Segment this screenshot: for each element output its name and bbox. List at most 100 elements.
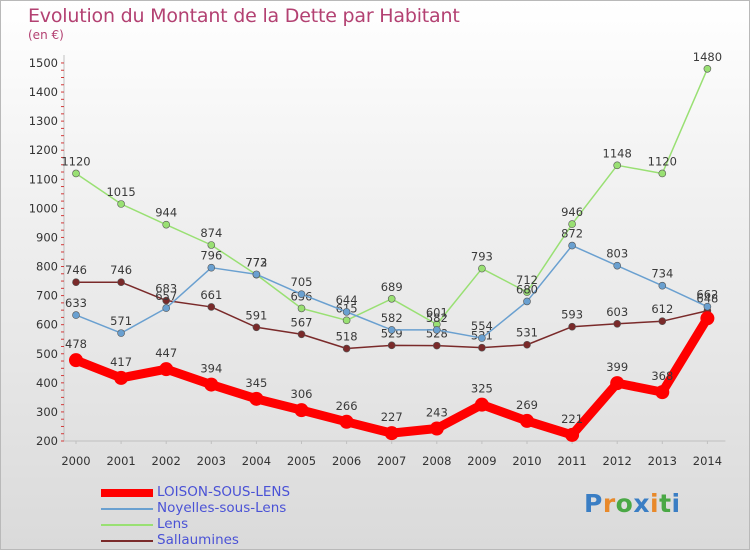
y-minor-tick — [61, 229, 64, 231]
data-label: 1015 — [106, 185, 135, 199]
data-point-2 — [162, 220, 170, 229]
y-minor-tick — [61, 433, 64, 435]
x-tick-label: 2000 — [61, 454, 90, 468]
data-point-3 — [658, 317, 667, 325]
data-point-0 — [294, 403, 309, 418]
y-tick-label: 400 — [36, 376, 58, 390]
data-label: 644 — [336, 293, 358, 307]
y-tick-label: 800 — [36, 260, 58, 274]
legend-label: Noyelles-sous-Lens — [157, 500, 287, 516]
y-tick-label: 1100 — [29, 172, 58, 186]
data-label: 661 — [200, 288, 222, 302]
x-tick-label: 2003 — [197, 454, 226, 468]
y-tick-label: 1300 — [29, 114, 58, 128]
logo-letter: i — [671, 489, 681, 518]
data-point-2 — [568, 220, 576, 228]
data-label: 773 — [245, 255, 267, 269]
data-point-3 — [117, 278, 125, 287]
y-minor-tick — [61, 113, 64, 115]
y-minor-tick — [61, 440, 64, 442]
data-point-0 — [520, 413, 534, 428]
data-label: 612 — [651, 302, 673, 316]
data-label: 734 — [651, 267, 673, 281]
y-minor-tick — [61, 316, 64, 318]
data-label: 648 — [696, 292, 718, 306]
data-label: 683 — [155, 282, 177, 296]
logo-letter: r — [602, 489, 616, 518]
chart-unit: (en €) — [28, 28, 64, 42]
data-point-0 — [204, 377, 219, 392]
data-label: 712 — [516, 273, 538, 287]
y-minor-tick — [61, 164, 64, 166]
data-point-2 — [297, 304, 306, 313]
x-tick-label: 2001 — [106, 454, 135, 468]
legend-label: Lens — [157, 516, 189, 532]
y-minor-tick — [61, 106, 64, 108]
data-point-2 — [387, 294, 396, 303]
data-label: 603 — [606, 305, 628, 319]
y-tick-label: 200 — [36, 434, 58, 448]
legend-label: Sallaumines — [157, 532, 239, 548]
data-point-3 — [342, 344, 351, 353]
chart-title: Evolution du Montant de la Dette par Hab… — [28, 5, 460, 27]
data-point-1 — [297, 290, 306, 298]
y-minor-tick — [61, 404, 64, 406]
data-point-0 — [339, 414, 354, 429]
x-tick-label: 2002 — [152, 454, 181, 468]
data-point-1 — [342, 308, 351, 316]
x-tick-label: 2009 — [467, 454, 496, 468]
y-minor-tick — [61, 222, 64, 224]
y-minor-tick — [61, 244, 64, 246]
data-label: 593 — [561, 308, 583, 322]
data-point-2 — [703, 64, 712, 73]
y-minor-tick — [61, 149, 64, 151]
legend-label: LOISON-SOUS-LENS — [157, 484, 291, 500]
data-point-3 — [72, 278, 80, 287]
y-minor-tick — [61, 273, 64, 275]
data-label: 874 — [200, 226, 222, 240]
y-minor-tick — [61, 411, 64, 413]
y-minor-tick — [61, 331, 64, 333]
data-label: 227 — [381, 410, 403, 424]
data-label: 368 — [651, 369, 673, 383]
data-point-0 — [159, 362, 174, 377]
y-minor-tick — [61, 91, 64, 93]
data-point-3 — [568, 322, 576, 331]
x-tick-label: 2007 — [377, 454, 406, 468]
proxiti-logo: Proxiti — [584, 489, 681, 518]
data-point-1 — [703, 302, 712, 311]
data-point-0 — [610, 376, 625, 391]
data-point-1 — [478, 334, 486, 342]
data-point-3 — [207, 303, 216, 311]
y-minor-tick — [61, 207, 64, 209]
x-tick-label: 2013 — [648, 454, 677, 468]
data-point-2 — [478, 264, 486, 273]
y-tick-label: 300 — [36, 405, 58, 419]
y-minor-tick — [61, 353, 64, 355]
y-minor-tick — [61, 236, 64, 238]
y-minor-tick — [61, 266, 64, 268]
x-tick-label: 2008 — [422, 454, 451, 468]
data-point-1 — [658, 281, 667, 290]
x-tick-label: 2014 — [693, 454, 722, 468]
x-tick-label: 2010 — [512, 454, 541, 468]
data-point-3 — [252, 323, 261, 332]
legend-swatch — [101, 489, 153, 497]
data-point-3 — [297, 330, 306, 339]
data-label: 944 — [155, 206, 177, 220]
logo-letter: P — [584, 489, 603, 518]
y-minor-tick — [61, 309, 64, 311]
x-tick-label: 2005 — [287, 454, 316, 468]
legend-swatch — [101, 508, 153, 510]
y-minor-tick — [61, 367, 64, 369]
y-minor-tick — [61, 156, 64, 158]
y-minor-tick — [61, 215, 64, 217]
data-label: 221 — [561, 412, 583, 426]
data-label: 243 — [426, 405, 448, 419]
logo-letter: i — [650, 489, 660, 518]
data-point-1 — [252, 270, 261, 279]
data-point-1 — [72, 311, 80, 319]
data-label: 689 — [381, 280, 403, 294]
